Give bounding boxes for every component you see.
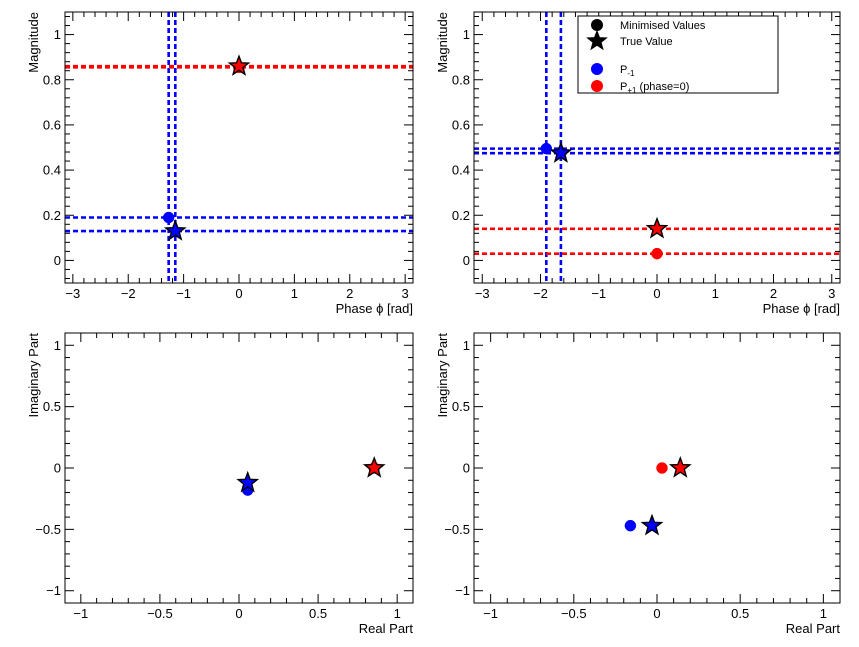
legend-box <box>577 15 779 94</box>
x-tick-label: 2 <box>346 286 353 301</box>
y-tick-label: 0.8 <box>452 72 470 87</box>
x-axis-label: Phase ϕ [rad] <box>763 301 840 316</box>
legend-circle-marker <box>591 80 603 92</box>
x-tick-label: −3 <box>65 286 80 301</box>
x-tick-label: 0 <box>235 286 242 301</box>
y-tick-label: 1 <box>463 338 470 353</box>
legend-entry-label: P+1 (phase=0) <box>620 81 689 95</box>
x-tick-label: 0.5 <box>309 606 327 621</box>
x-tick-label: 0 <box>235 606 242 621</box>
x-tick-label: 1 <box>291 286 298 301</box>
true-value-marker <box>227 54 251 76</box>
y-tick-label: −1 <box>46 583 61 598</box>
y-tick-label: 0 <box>54 253 61 268</box>
true-value-marker <box>163 219 187 241</box>
x-tick-label: −0.5 <box>147 606 173 621</box>
y-tick-label: 0.5 <box>43 399 61 414</box>
x-tick-label: −3 <box>475 286 490 301</box>
x-axis-label: Real Part <box>359 621 414 636</box>
y-tick-label: 0 <box>463 461 470 476</box>
plot-frame <box>64 11 414 284</box>
x-tick-label: −1 <box>176 286 191 301</box>
x-tick-label: 0 <box>653 606 660 621</box>
legend-entry-label: True Value <box>620 36 673 48</box>
x-tick-label: −1 <box>591 286 606 301</box>
chart-panel-1: −3 −2 −1 0 1 2 3 0 0.2 0.4 0.6 0.8 1 Phase ϕ [rad] Mag… <box>26 11 414 316</box>
x-tick-label: 1 <box>820 606 827 621</box>
chart-panel-2: −3 −2 −1 0 1 2 3 0 0.2 0.4 0.6 0.8 1 Phase ϕ [rad] Mag… <box>435 11 841 316</box>
x-tick-label: 3 <box>402 286 409 301</box>
true-value-marker <box>236 470 260 493</box>
legend-star-marker <box>586 29 608 51</box>
y-tick-label: −0.5 <box>444 522 470 537</box>
minimised-value-marker <box>624 519 637 532</box>
minimised-value-marker <box>651 247 663 260</box>
minimised-value-marker <box>540 142 553 155</box>
true-value-marker <box>362 455 386 478</box>
y-tick-label: 0.4 <box>452 163 470 178</box>
x-tick-label: −2 <box>533 286 548 301</box>
y-tick-label: 1 <box>54 338 61 353</box>
x-axis-label: Phase ϕ [rad] <box>336 301 413 316</box>
y-axis-label: Imaginary Part <box>435 333 450 418</box>
y-tick-label: −1 <box>455 583 470 598</box>
y-axis-label: Imaginary Part <box>26 333 41 418</box>
x-tick-label: 1 <box>394 606 401 621</box>
legend-circle-marker <box>591 63 603 75</box>
y-tick-label: 0.6 <box>452 117 470 132</box>
y-tick-label: 0 <box>463 253 470 268</box>
x-tick-label: −0.5 <box>561 606 587 621</box>
minimised-value-marker <box>656 462 668 474</box>
y-tick-label: 0.8 <box>43 72 61 87</box>
x-tick-label: 0.5 <box>731 606 749 621</box>
y-axis-label: Magnitude <box>435 12 450 73</box>
x-tick-label: −2 <box>121 286 136 301</box>
y-axis-label: Magnitude <box>26 12 41 73</box>
plot-frame <box>64 332 414 604</box>
true-value-marker <box>668 456 692 478</box>
true-value-marker <box>549 141 573 163</box>
x-tick-label: 0 <box>653 286 660 301</box>
x-tick-label: 3 <box>828 286 835 301</box>
x-tick-label: 2 <box>770 286 777 301</box>
y-tick-label: 0.2 <box>43 208 61 223</box>
y-tick-label: 1 <box>463 27 470 42</box>
y-tick-label: 1 <box>54 27 61 42</box>
true-value-marker <box>645 216 669 239</box>
y-tick-label: 0.2 <box>452 208 470 223</box>
x-axis-label: Real Part <box>786 621 841 636</box>
legend-circle-marker <box>591 19 603 31</box>
y-tick-label: 0 <box>54 461 61 476</box>
minimised-value-marker <box>162 211 175 224</box>
y-tick-label: 0.4 <box>43 163 61 178</box>
y-tick-label: 0.5 <box>452 399 470 414</box>
legend-entry-label: Minimised Values <box>620 20 706 32</box>
true-value-marker <box>640 513 664 536</box>
x-tick-label: 1 <box>712 286 719 301</box>
x-tick-label: −1 <box>73 606 88 621</box>
y-tick-label: 0.6 <box>43 117 61 132</box>
x-tick-label: −1 <box>483 606 498 621</box>
y-tick-label: −0.5 <box>35 522 61 537</box>
